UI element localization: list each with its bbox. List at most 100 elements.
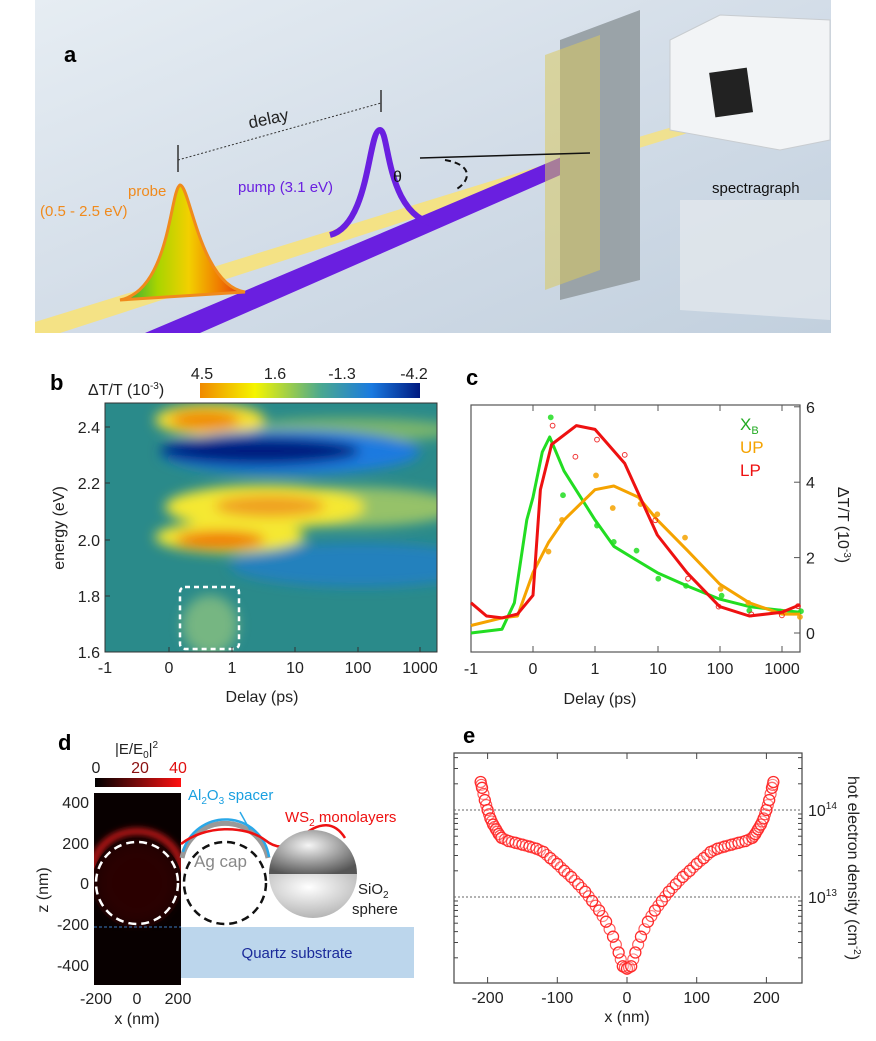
data-point xyxy=(627,953,640,966)
data-point-up xyxy=(717,585,724,592)
x-tick-label: 1000 xyxy=(402,660,438,677)
data-point xyxy=(575,881,588,895)
y-tick-label: 1.8 xyxy=(78,589,100,606)
y-axis-label-c: ΔT/T (10-3) xyxy=(834,487,852,563)
data-point xyxy=(614,953,627,966)
y-tick-label: 1.6 xyxy=(78,645,100,662)
x-tick-label: 1 xyxy=(228,660,237,677)
data-point xyxy=(612,946,625,959)
x-tick-label: 10 xyxy=(286,660,304,677)
data-point xyxy=(638,923,651,936)
probe-range: (0.5 - 2.5 eV) xyxy=(40,203,128,220)
sio2-label: SiO2 xyxy=(358,881,389,901)
legend-xb: XB xyxy=(740,415,759,437)
x-tick-label: 200 xyxy=(753,990,780,1007)
sio2-sphere xyxy=(269,874,357,918)
silver-cap-sphere xyxy=(269,830,357,874)
data-point-lp xyxy=(652,517,659,524)
x-tick-label: 1000 xyxy=(764,661,800,678)
data-point xyxy=(599,915,613,928)
data-point-x xyxy=(633,547,640,554)
panel-label-d: d xyxy=(58,730,71,755)
data-point-x xyxy=(547,414,554,421)
x-tick-label: -1 xyxy=(464,661,478,678)
data-point xyxy=(764,787,777,800)
y-tick-label: -200 xyxy=(57,917,89,934)
y-axis-label-b: energy (eV) xyxy=(51,486,68,570)
fit-line-x xyxy=(470,435,801,635)
spacer-arrow xyxy=(239,811,251,831)
ws2-monolayer xyxy=(180,824,347,848)
x-axis-label-b: Delay (ps) xyxy=(226,689,299,706)
y-tick-label: 2 xyxy=(806,551,815,568)
data-point xyxy=(634,930,648,943)
x-tick-label: 100 xyxy=(707,661,734,678)
data-point xyxy=(694,854,707,868)
band-2.1-core xyxy=(215,495,325,517)
data-point-up xyxy=(682,534,688,541)
x-tick-label: 0 xyxy=(529,661,538,678)
fit-line-lp xyxy=(470,424,801,620)
data-point-x xyxy=(655,575,662,582)
x-tick-label: -1 xyxy=(98,660,112,677)
x-tick-label: -200 xyxy=(472,990,504,1007)
sio2-sphere-outline xyxy=(182,840,268,926)
plot-area-e xyxy=(453,752,803,984)
x-tick-label: 200 xyxy=(165,991,192,1008)
colorbar-b xyxy=(200,383,420,398)
data-point-lp xyxy=(549,422,556,429)
colorbar-title-d: |E/E0|2 xyxy=(115,740,159,761)
band-2.0-core xyxy=(175,531,265,549)
data-point xyxy=(632,938,645,951)
data-point xyxy=(623,961,636,974)
colorbar-tick: 1.6 xyxy=(264,366,286,383)
y-tick-label: 6 xyxy=(806,400,815,417)
delay-line xyxy=(177,102,382,161)
band-2.3-core xyxy=(160,437,360,465)
data-point xyxy=(680,867,693,880)
y-tick-label: 200 xyxy=(62,836,89,853)
legend-lp: LP xyxy=(740,461,761,480)
probe-pulse xyxy=(119,183,246,302)
sphere-label: sphere xyxy=(352,901,398,918)
colorbar-tick: 0 xyxy=(92,760,101,777)
data-point xyxy=(477,787,490,800)
data-point xyxy=(666,881,679,895)
fit-line-up xyxy=(470,484,800,627)
ws2-label: WS2 monolayers xyxy=(285,809,396,829)
normal-line xyxy=(419,152,591,159)
y-tick-label: 0 xyxy=(806,626,815,643)
panel-label-e: e xyxy=(463,723,475,748)
colorbar-tick: -1.3 xyxy=(328,366,356,383)
data-point-lp xyxy=(685,575,691,582)
y-tick-label: 1014 xyxy=(808,801,837,820)
panel-label-a: a xyxy=(64,42,77,67)
panel-d: d |E/E0|2 0 20 40 400 200 0 -200 -400 -200 0 20… xyxy=(35,730,414,1028)
colorbar-tick: -4.2 xyxy=(400,366,428,383)
y-tick-label: 2.2 xyxy=(78,476,100,493)
data-point xyxy=(480,798,493,812)
data-point xyxy=(561,867,574,880)
data-point xyxy=(629,946,642,959)
panel-label-c: c xyxy=(466,365,478,390)
data-point xyxy=(767,775,780,789)
x-axis-label-c: Delay (ps) xyxy=(564,691,637,708)
data-point-lp xyxy=(572,453,579,460)
data-point-lp xyxy=(594,436,600,443)
x-tick-label: 0 xyxy=(165,660,174,677)
x-tick-label: 1 xyxy=(591,661,600,678)
x-tick-label: -200 xyxy=(80,991,112,1008)
legend-up: UP xyxy=(740,438,764,457)
data-point xyxy=(625,960,638,973)
data-point xyxy=(547,854,560,868)
quartz-substrate xyxy=(181,927,414,978)
panel-label-b: b xyxy=(50,370,63,395)
pump-pulse xyxy=(328,126,441,238)
x-tick-label: 100 xyxy=(345,660,372,677)
data-point xyxy=(554,861,567,874)
negative-band-1.9 xyxy=(230,543,437,587)
colorbar-tick: 40 xyxy=(169,760,187,777)
data-point xyxy=(540,848,553,862)
data-point-up xyxy=(593,472,599,479)
